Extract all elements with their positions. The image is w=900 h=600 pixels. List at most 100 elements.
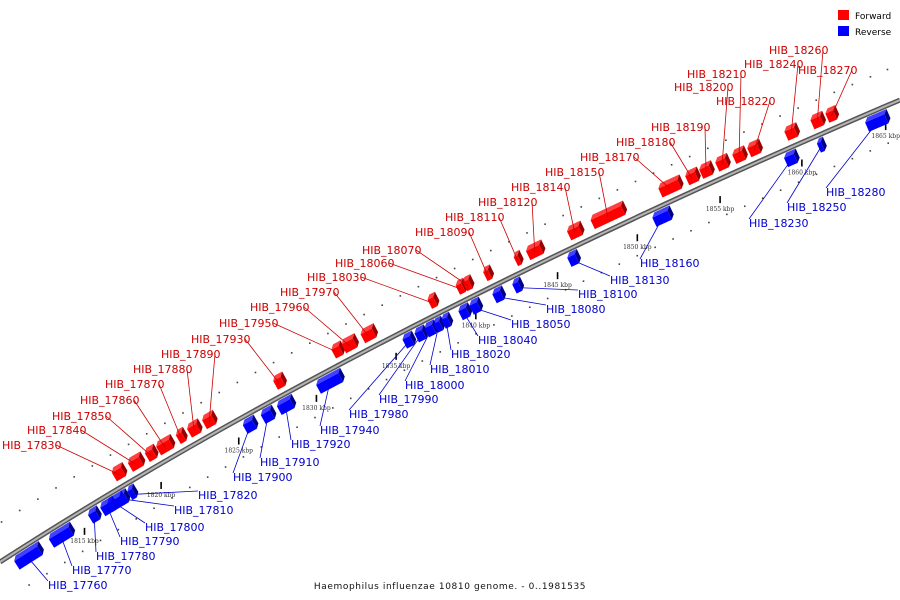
gene-label[interactable]: HIB_18090	[415, 226, 475, 239]
gene-label[interactable]: HIB_18100	[578, 288, 638, 301]
gene-leader-line	[105, 415, 152, 456]
gene-leader-line	[446, 322, 452, 351]
kbp-tick-label: 1850 kbp	[623, 244, 652, 251]
gene-leader-line	[333, 291, 369, 337]
gene-leader-line	[28, 557, 49, 582]
gene-top-face	[107, 490, 122, 504]
gene-label[interactable]: HIB_18260	[769, 44, 829, 57]
track-dot	[206, 476, 209, 478]
gene-label[interactable]: HIB_17900	[233, 471, 293, 484]
kbp-tick: 1830 kbp	[302, 394, 331, 412]
gene-label[interactable]: HIB_18110	[445, 211, 505, 224]
gene-feature[interactable]	[481, 264, 495, 282]
gene-feature[interactable]	[566, 248, 583, 267]
gene-feature[interactable]	[815, 136, 828, 153]
gene-label[interactable]: HIB_17820	[198, 489, 258, 502]
gene-label[interactable]: HIB_17890	[161, 348, 221, 361]
track-dot	[815, 99, 818, 102]
gene-leader-line	[244, 338, 280, 384]
legend-forward-label: Forward	[855, 12, 891, 22]
gene-label[interactable]: HIB_18130	[610, 274, 670, 287]
gene-label[interactable]: HIB_18270	[798, 64, 858, 77]
gene-label[interactable]: HIB_17950	[219, 317, 279, 330]
gene-label[interactable]: HIB_17920	[291, 438, 351, 451]
gene-label[interactable]: HIB_18210	[687, 68, 747, 81]
gene-feature[interactable]	[565, 220, 586, 241]
track-dot	[493, 324, 495, 326]
gene-label[interactable]: HIB_17840	[27, 424, 87, 437]
gene-label[interactable]: HIB_18140	[511, 181, 571, 194]
gene-side-face	[409, 330, 417, 345]
gene-label[interactable]: HIB_17960	[250, 301, 310, 314]
gene-label[interactable]: HIB_18030	[307, 271, 367, 284]
kbp-tick-label: 1855 kbp	[706, 206, 735, 213]
gene-label[interactable]: HIB_17870	[105, 378, 165, 391]
track-dot	[833, 165, 836, 168]
gene-top-face	[144, 443, 154, 454]
gene-label[interactable]: HIB_18230	[749, 217, 809, 230]
gene-label[interactable]: HIB_17770	[72, 564, 132, 577]
track-dot	[399, 295, 402, 297]
gene-side-face	[123, 488, 131, 503]
gene-label[interactable]: HIB_17910	[260, 456, 320, 469]
gene-top-face	[784, 122, 796, 132]
gene-label[interactable]: HIB_18240	[744, 58, 804, 71]
gene-top-face	[512, 276, 520, 285]
gene-label[interactable]: HIB_18000	[405, 379, 465, 392]
gene-label[interactable]: HIB_17800	[145, 521, 205, 534]
gene-label[interactable]: HIB_17830	[2, 439, 62, 452]
gene-label[interactable]: HIB_18060	[335, 257, 395, 270]
track-dot	[55, 487, 57, 489]
gene-leader-line	[517, 287, 579, 291]
gene-leader-line	[468, 231, 489, 276]
gene-label[interactable]: HIB_18160	[640, 257, 700, 270]
gene-label[interactable]: HIB_18200	[674, 81, 734, 94]
gene-label[interactable]: HIB_18120	[478, 196, 538, 209]
gene-label[interactable]: HIB_18080	[546, 303, 606, 316]
track-dot	[439, 351, 442, 353]
gene-label[interactable]: HIB_18070	[362, 244, 422, 257]
gene-label[interactable]: HIB_18040	[478, 334, 538, 347]
kbp-tick-label: 1830 kbp	[302, 405, 331, 412]
gene-feature[interactable]	[185, 418, 205, 438]
gene-feature[interactable]	[731, 145, 750, 164]
gene-label[interactable]: HIB_18150	[545, 166, 605, 179]
gene-label[interactable]: HIB_17780	[96, 550, 156, 563]
gene-label[interactable]: HIB_17850	[52, 410, 112, 423]
gene-label[interactable]: HIB_17990	[379, 393, 439, 406]
gene-label[interactable]: HIB_18180	[616, 136, 676, 149]
gene-label[interactable]: HIB_18190	[651, 121, 711, 134]
gene-feature[interactable]	[271, 371, 289, 390]
gene-label[interactable]: HIB_18170	[580, 151, 640, 164]
gene-feature[interactable]	[524, 239, 547, 261]
gene-label[interactable]: HIB_18250	[787, 201, 847, 214]
gene-feature[interactable]	[126, 451, 147, 472]
track-dot	[182, 412, 184, 414]
gene-feature[interactable]	[359, 323, 380, 344]
gene-label[interactable]: HIB_18050	[511, 318, 571, 331]
gene-label[interactable]: HIB_17880	[133, 363, 193, 376]
gene-label[interactable]: HIB_17970	[280, 286, 340, 299]
gene-label[interactable]: HIB_18220	[716, 95, 776, 108]
gene-side-face	[517, 249, 524, 265]
gene-label[interactable]: HIB_18280	[826, 186, 886, 199]
gene-label[interactable]: HIB_17980	[349, 408, 409, 421]
track-dot	[851, 83, 854, 86]
gene-feature[interactable]	[110, 461, 130, 482]
gene-label[interactable]: HIB_17790	[120, 535, 180, 548]
track-dot	[28, 584, 30, 586]
gene-label[interactable]: HIB_17760	[48, 579, 108, 592]
gene-feature[interactable]	[426, 291, 442, 309]
gene-top-face	[88, 505, 97, 516]
track-dot	[706, 147, 709, 150]
gene-label[interactable]: HIB_17810	[174, 504, 234, 517]
gene-side-face	[251, 414, 259, 429]
gene-label[interactable]: HIB_18010	[430, 363, 490, 376]
gene-label[interactable]: HIB_17930	[191, 333, 251, 346]
gene-leader-line	[475, 307, 512, 321]
gene-label[interactable]: HIB_17860	[80, 394, 140, 407]
gene-label[interactable]: HIB_18020	[451, 348, 511, 361]
gene-feature[interactable]	[491, 285, 508, 304]
track-dot	[345, 323, 347, 325]
gene-label[interactable]: HIB_17940	[320, 424, 380, 437]
